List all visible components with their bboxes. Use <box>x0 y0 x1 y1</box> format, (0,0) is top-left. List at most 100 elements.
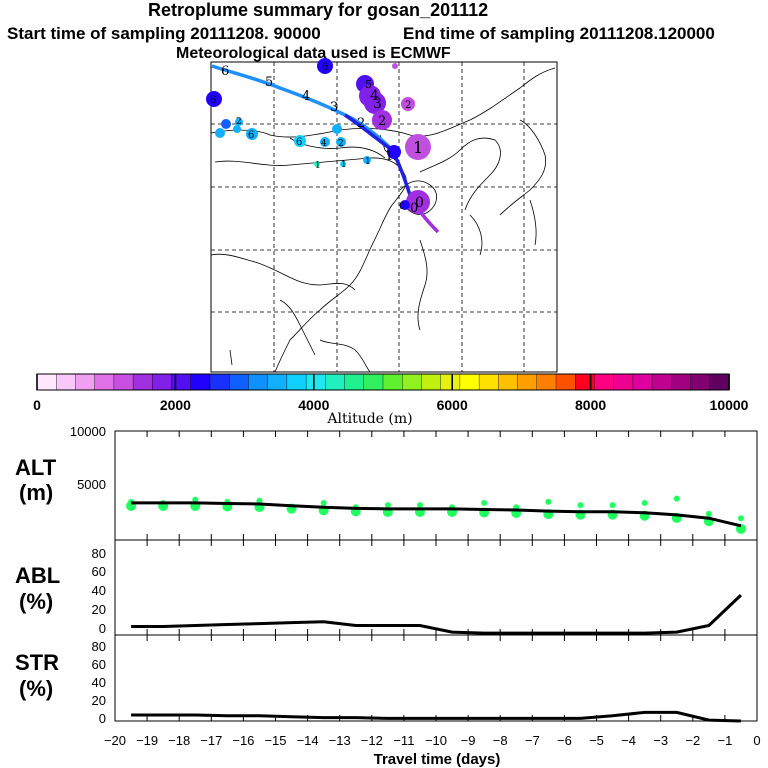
plume-circle <box>363 156 371 164</box>
traj-label: 6 <box>221 64 229 79</box>
x-tick-label: −19 <box>136 733 158 748</box>
plume-circle <box>336 137 346 147</box>
x-tick-label: −2 <box>685 733 700 748</box>
alt-spread-marker <box>320 499 327 506</box>
x-tick-label: −3 <box>653 733 668 748</box>
plume-circle <box>372 110 392 130</box>
x-tick-label: −1 <box>717 733 732 748</box>
colorbar-swatch <box>190 373 211 391</box>
traj-label: 6 <box>210 95 216 106</box>
alt-spread-marker <box>673 495 680 502</box>
plume-circle <box>206 91 222 107</box>
abl-ytick-label: 60 <box>92 564 106 579</box>
x-tick-label: −12 <box>361 733 383 748</box>
colorbar-swatch <box>267 373 288 391</box>
colorbar-swatch <box>498 373 519 391</box>
plume-circle <box>405 134 431 160</box>
abl-yticks: 80 60 40 20 0 <box>92 546 106 636</box>
plume-circle <box>314 161 320 167</box>
alt-spread-marker <box>577 502 584 509</box>
colorbar-swatch <box>536 373 557 391</box>
colorbar-swatch <box>325 373 346 391</box>
alt-spread-marker <box>481 499 488 506</box>
x-tick-label: −10 <box>425 733 447 748</box>
traj-label: 2 <box>236 117 242 127</box>
traj-label: 3 <box>373 96 382 112</box>
colorbar-ticks: 0 2000 4000 6000 8000 10000 <box>33 397 749 413</box>
x-tick-label: 0 <box>753 733 760 748</box>
colorbar-label: Altitude (m) <box>326 411 412 427</box>
colorbar-swatch <box>286 373 307 391</box>
plume-circle <box>221 119 231 129</box>
traj-label: 5 <box>365 78 372 91</box>
traj-label: 0 <box>410 201 418 216</box>
traj-label: 1 <box>341 160 347 170</box>
abl-series-line <box>131 594 742 635</box>
plume-circle <box>233 125 241 133</box>
traj-label: 2 <box>405 100 411 111</box>
abl-panel-frame <box>114 539 758 636</box>
colorbar-swatch <box>651 373 673 391</box>
colorbar-swatch <box>113 373 134 391</box>
alt-panel-unit: (m) <box>19 480 54 505</box>
colorbar-swatch <box>94 373 115 391</box>
abl-panel-unit: (%) <box>19 589 54 614</box>
colorbar-swatch <box>152 373 173 391</box>
map-panel: 6 5 4 3 2 1 0 5 4 3 2 2 1 0 6 6 6 6 2 4 … <box>206 58 558 373</box>
str-ytick-label: 80 <box>92 639 106 654</box>
str-ytick-label: 20 <box>92 693 106 708</box>
alt-series-line <box>131 501 742 528</box>
panel-tick-marks <box>114 431 758 721</box>
abl-panel-label: ABL <box>15 563 61 588</box>
plume-circle <box>406 190 430 214</box>
str-ytick-label: 60 <box>92 657 106 672</box>
x-tick-labels: −20 −19 −18 −17 −16 −15 −14 −13 −12 −11 −10 −9 −8 −7−… <box>104 733 761 748</box>
traj-label: 5 <box>265 75 273 90</box>
x-tick-label: −14 <box>297 733 319 748</box>
colorbar-swatch <box>75 373 96 391</box>
colorbar-tick-label: 0 <box>33 397 41 413</box>
coastlines <box>210 67 556 373</box>
colorbar-swatch <box>305 373 327 391</box>
colorbar-swatch <box>132 373 154 391</box>
colorbar-swatch <box>613 373 634 391</box>
alt-spread-marker <box>705 510 712 517</box>
colorbar-swatch <box>517 373 538 391</box>
x-tick-label: −9 <box>461 733 476 748</box>
abl-ytick-label: 0 <box>99 621 106 636</box>
traj-label: 0 <box>399 202 405 212</box>
x-tick-label: −17 <box>200 733 222 748</box>
colorbar-swatch <box>440 373 461 391</box>
plume-circle <box>294 135 306 147</box>
colorbar-swatch <box>248 373 269 391</box>
alt-yticks: 10000 5000 <box>70 424 106 492</box>
colorbar-swatch <box>229 373 250 391</box>
colorbar-tick-label: 8000 <box>575 397 606 413</box>
colorbar-swatch <box>56 373 77 391</box>
plume-circle <box>215 128 225 138</box>
x-tick-label: −11 <box>393 733 414 748</box>
colorbar-swatch <box>594 373 615 391</box>
traj-label: 1 <box>413 138 423 157</box>
plume-circle <box>387 145 401 159</box>
alt-spread-marker <box>416 502 423 509</box>
x-tick-label: −6 <box>557 733 572 748</box>
traj-label: 4 <box>302 89 310 104</box>
abl-ytick-label: 40 <box>92 583 106 598</box>
plume-circle <box>320 137 330 147</box>
x-tick-label: −20 <box>104 733 126 748</box>
trajectory-line-light <box>211 64 394 152</box>
colorbar-swatch <box>555 373 576 391</box>
colorbar-swatch <box>709 373 730 391</box>
x-tick-label: −13 <box>329 733 351 748</box>
alt-ytick-label: 5000 <box>77 477 106 492</box>
str-ytick-label: 0 <box>99 711 106 726</box>
colorbar-swatch <box>382 373 403 391</box>
traj-label: 1 <box>365 157 371 167</box>
alt-panel-frame <box>114 430 758 541</box>
alt-spread-marker <box>256 497 263 504</box>
x-tick-label: −16 <box>232 733 254 748</box>
str-panel <box>114 634 758 723</box>
str-panel-frame <box>114 634 758 722</box>
